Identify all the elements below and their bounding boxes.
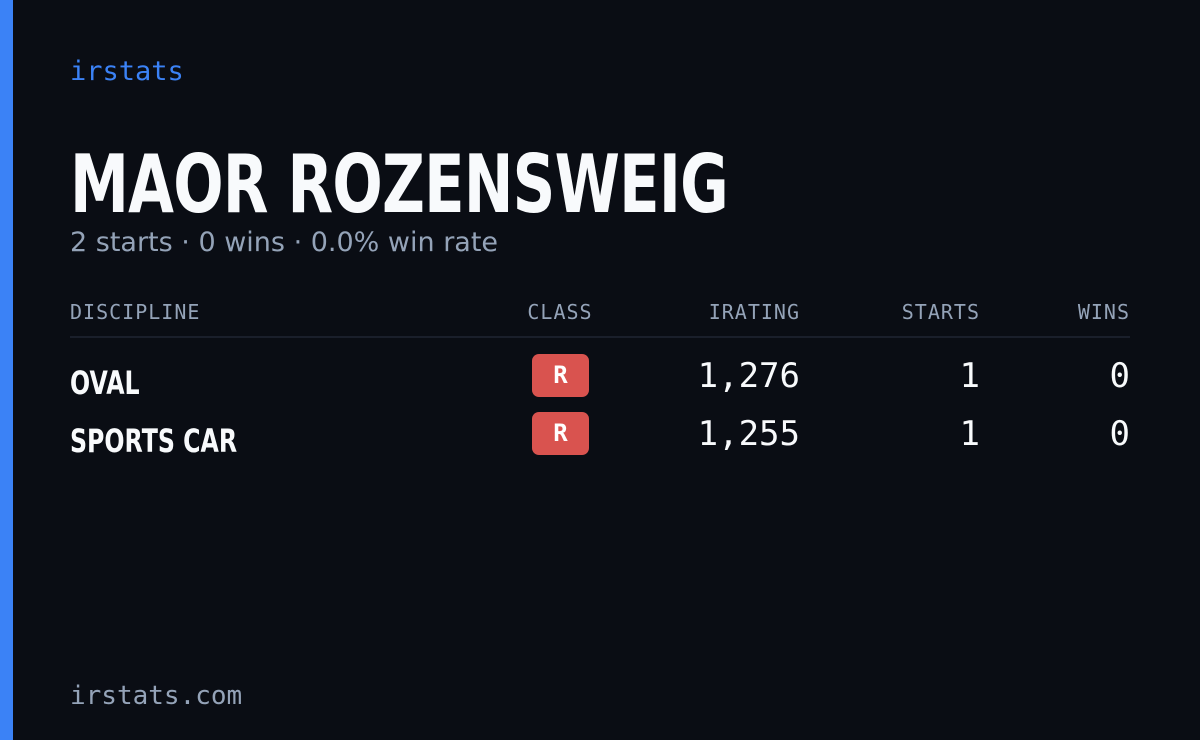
accent-bar xyxy=(0,0,13,740)
subtitle: 2 starts · 0 wins · 0.0% win rate xyxy=(70,227,499,258)
irating: 1,276 xyxy=(697,356,800,396)
header-irating: IRATING xyxy=(708,300,800,324)
discipline: SPORTS CAR xyxy=(70,422,238,460)
brand: irstats xyxy=(70,56,184,87)
discipline: OVAL xyxy=(70,364,140,402)
footer-url: irstats.com xyxy=(70,681,243,711)
starts: 1 xyxy=(959,356,980,396)
header-starts: STARTS xyxy=(901,300,980,324)
class-badge: R xyxy=(532,354,589,397)
header-class: CLASS xyxy=(527,300,593,324)
starts: 1 xyxy=(959,414,980,454)
driver-name: MAOR ROZENSWEIG xyxy=(70,138,729,231)
wins: 0 xyxy=(1109,356,1130,396)
header-wins: WINS xyxy=(1077,300,1130,324)
irating: 1,255 xyxy=(697,414,800,454)
wins: 0 xyxy=(1109,414,1130,454)
header-rule xyxy=(70,336,1130,338)
class-badge: R xyxy=(532,412,589,455)
header-discipline: DISCIPLINE xyxy=(70,300,201,324)
